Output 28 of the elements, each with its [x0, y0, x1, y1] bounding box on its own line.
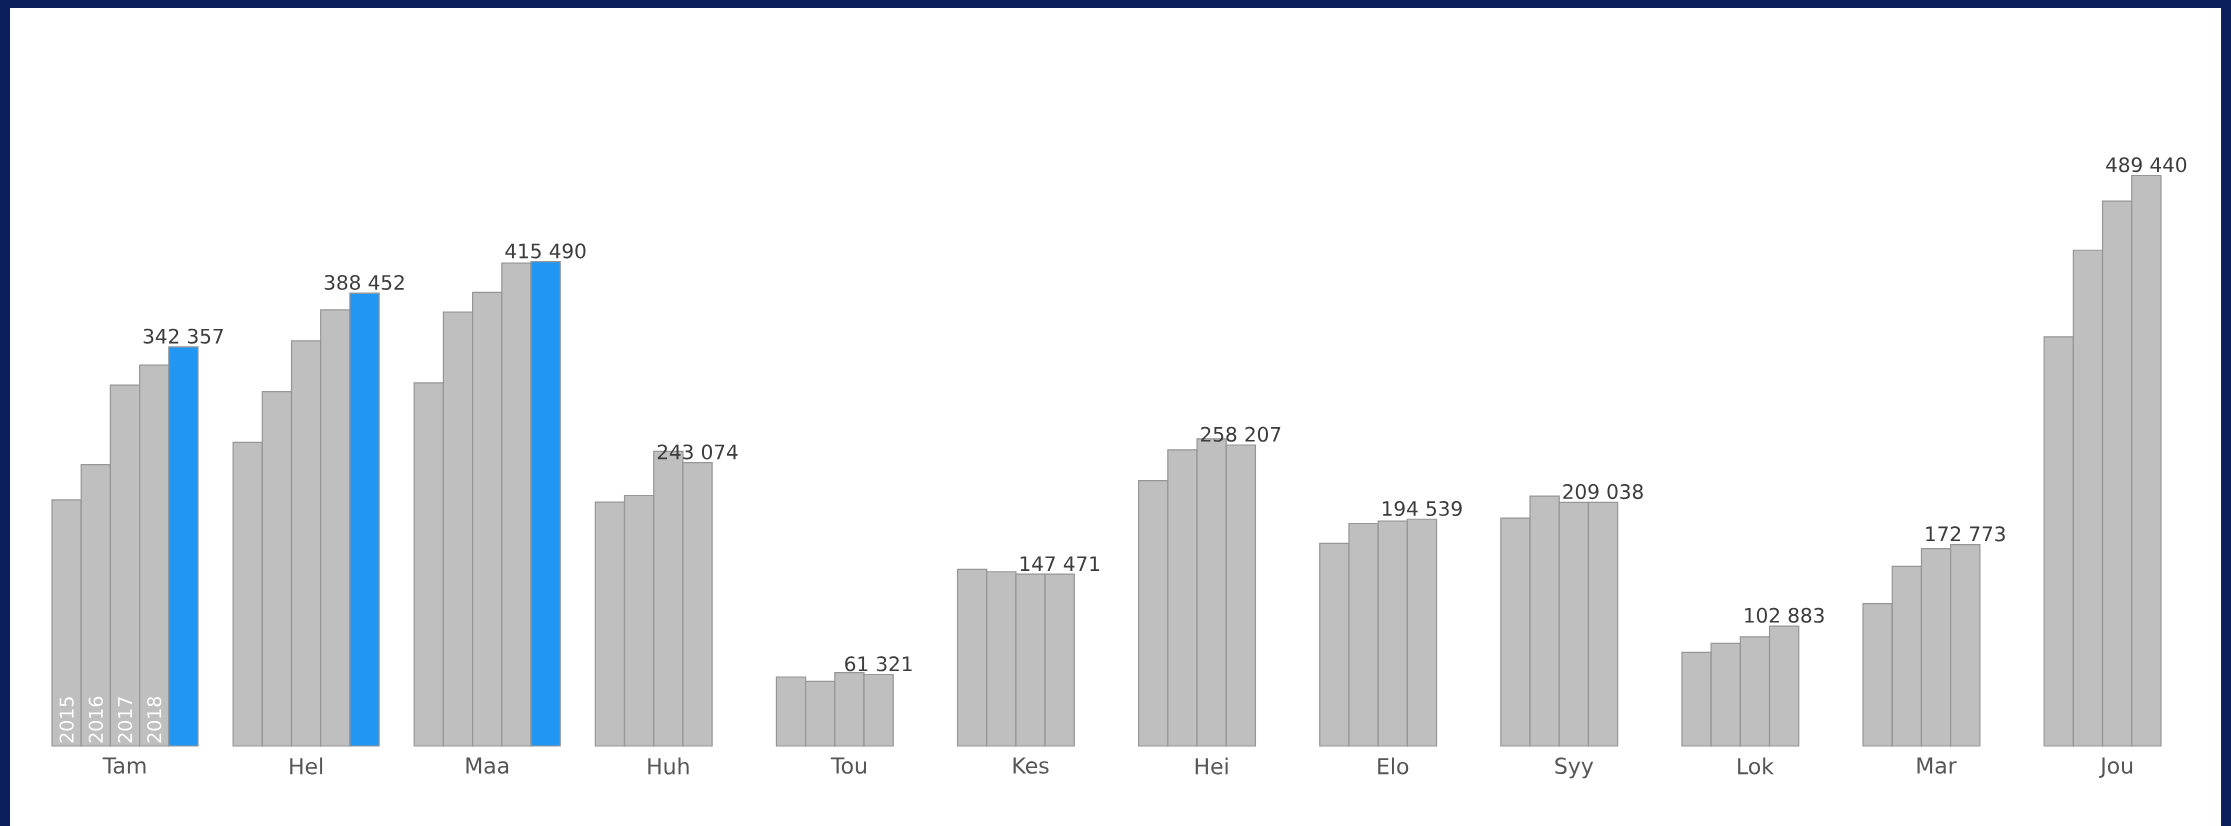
series-label: 2015 [59, 697, 74, 743]
data-label: 489 440 [2106, 157, 2187, 173]
x-tick-label: Lok [1738, 757, 1774, 775]
x-tick-label: Tam [102, 757, 146, 774]
series-label: 2017 [117, 697, 133, 743]
data-label: 61 321 [845, 656, 912, 672]
x-tick-label: Mar [1917, 757, 1957, 774]
data-label: 258 207 [1201, 426, 1281, 442]
x-tick-label: Tou [830, 757, 866, 774]
data-label: 102 883 [1745, 607, 1824, 623]
x-tick-label: Hei [1195, 757, 1228, 775]
x-tick-label: Hel [290, 757, 323, 775]
data-label: 243 074 [657, 444, 738, 460]
x-tick-label: Jou [2099, 757, 2133, 778]
x-tick-label: Kes [1013, 757, 1049, 774]
data-label: 388 452 [324, 274, 404, 290]
x-tick-label: Maa [466, 757, 509, 774]
series-label: 2018 [147, 696, 162, 743]
x-tick-label: Elo [1378, 757, 1409, 775]
data-label: 415 490 [505, 243, 586, 259]
data-label: 147 471 [1020, 556, 1100, 571]
data-label: 194 539 [1382, 500, 1462, 517]
data-label: 172 773 [1926, 526, 2005, 542]
x-tick-label: Syy [1555, 757, 1594, 779]
x-tick-label: Huh [648, 757, 689, 775]
data-label: 342 357 [143, 328, 223, 344]
series-label: 2016 [88, 696, 103, 743]
data-label: 209 038 [1563, 484, 1643, 500]
